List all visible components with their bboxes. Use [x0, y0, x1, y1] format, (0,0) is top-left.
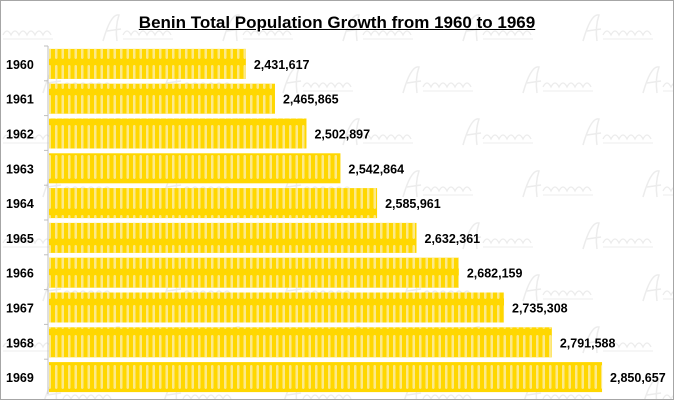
chart-title: Benin Total Population Growth from 1960 …	[138, 13, 536, 32]
data-label: 2,542,864	[348, 162, 404, 176]
bar-pattern	[49, 327, 552, 358]
bar-pattern	[49, 362, 603, 393]
data-label: 2,632,361	[425, 232, 481, 246]
y-tick-label: 1961	[6, 93, 34, 107]
y-tick-label: 1969	[6, 371, 34, 385]
bar-pattern	[49, 292, 505, 323]
data-label: 2,465,865	[283, 93, 339, 107]
bar-pattern	[49, 257, 459, 288]
y-tick-label: 1966	[6, 267, 34, 281]
data-label: 2,791,588	[560, 336, 616, 350]
bar-pattern	[49, 153, 341, 184]
y-tick-label: 1964	[6, 197, 34, 211]
data-label: 2,682,159	[467, 267, 523, 281]
y-tick-label: 1960	[6, 58, 34, 72]
bar-pattern	[49, 222, 417, 253]
bar-pattern	[49, 188, 378, 219]
y-tick-label: 1967	[6, 302, 34, 316]
y-tick-label: 1965	[6, 232, 34, 246]
y-tick-label: 1962	[6, 128, 34, 142]
y-tick-label: 1963	[6, 162, 34, 176]
bar-pattern	[49, 83, 275, 114]
data-label: 2,585,961	[385, 197, 441, 211]
y-tick-label: 1968	[6, 336, 34, 350]
data-label: 2,850,657	[610, 371, 666, 385]
bar-pattern	[49, 118, 307, 149]
data-label: 2,735,308	[512, 302, 568, 316]
bar-pattern	[49, 48, 246, 79]
data-label: 2,431,617	[254, 58, 310, 72]
data-label: 2,502,897	[314, 128, 370, 142]
